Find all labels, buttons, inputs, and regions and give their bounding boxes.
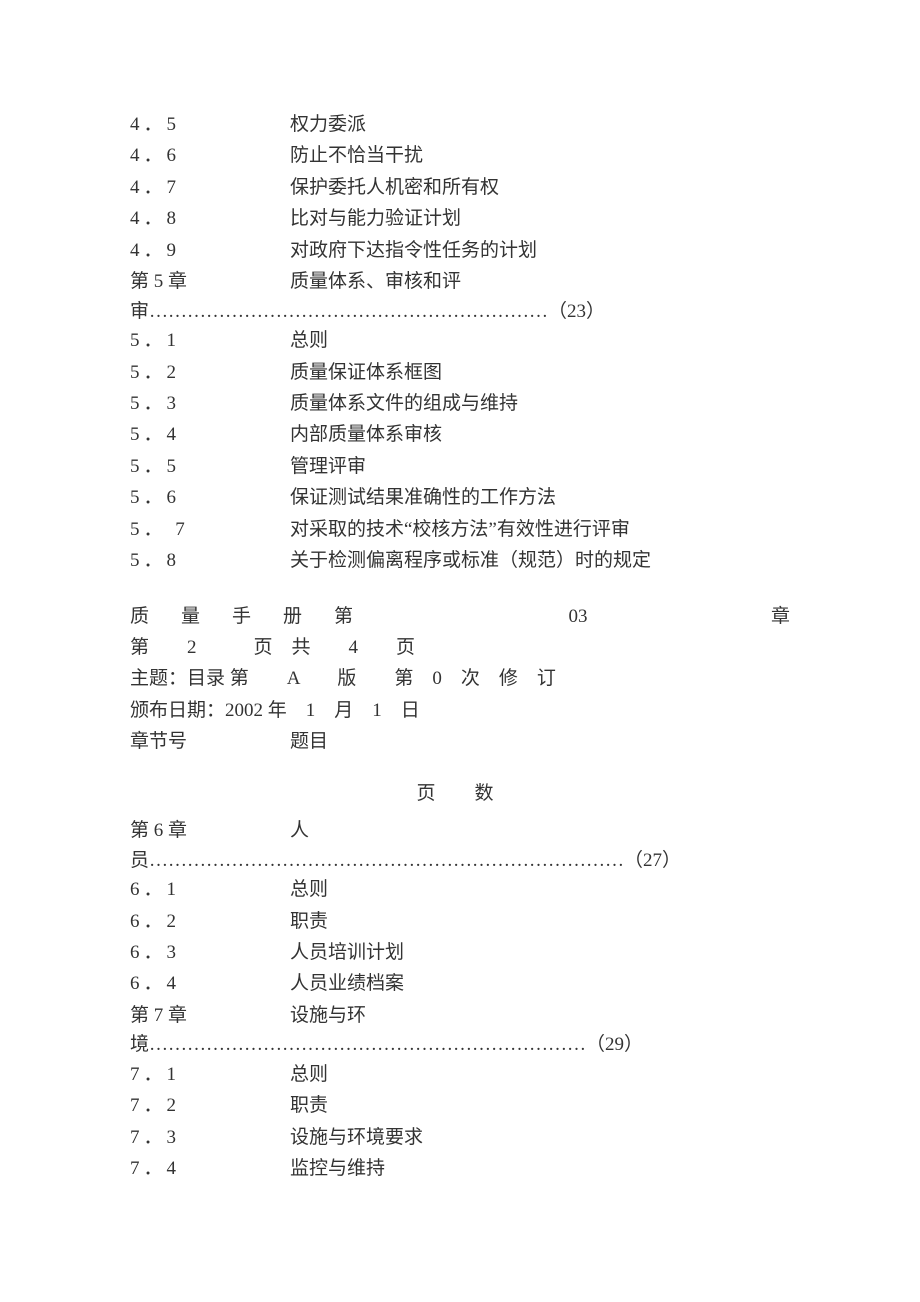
page-of-pages: 第 2 页 共 4 页 — [130, 633, 790, 662]
entry-number: 5．2 — [130, 358, 290, 387]
entry-title: 人员业绩档案 — [290, 969, 790, 998]
entry-title: 职责 — [290, 907, 790, 936]
chapter-label: 第 7 章 — [130, 1001, 290, 1030]
entry-number: 5．1 — [130, 326, 290, 355]
entry-title: 比对与能力验证计划 — [290, 204, 790, 233]
issue-date: 颁布日期：2002 年 1 月 1 日 — [130, 696, 790, 725]
toc-entry: 5．8 关于检测偏离程序或标准（规范）时的规定 — [130, 546, 790, 575]
manual-title-left: 质量手册第 — [130, 602, 385, 631]
chapter-title-part1: 设施与环 — [290, 1001, 790, 1030]
entry-number: 5．5 — [130, 452, 290, 481]
entry-title: 职责 — [290, 1091, 790, 1120]
entry-title: 总则 — [290, 326, 790, 355]
entry-title: 保护委托人机密和所有权 — [290, 173, 790, 202]
toc-entry: 4．7 保护委托人机密和所有权 — [130, 173, 790, 202]
col-header-title: 题目 — [290, 727, 790, 756]
entry-number: 5．8 — [130, 546, 290, 575]
entry-number: 7．1 — [130, 1060, 290, 1089]
entry-title: 总则 — [290, 1060, 790, 1089]
manual-chapter-number: 03 — [385, 602, 771, 631]
toc-entry: 5．3 质量体系文件的组成与维持 — [130, 389, 790, 418]
entry-number: 4．9 — [130, 236, 290, 265]
chapter-heading: 第 7 章 设施与环 — [130, 1001, 790, 1030]
chapter-title-part1: 质量体系、审核和评 — [290, 267, 790, 296]
toc-entry: 7．1 总则 — [130, 1060, 790, 1089]
toc-entry: 5． 7 对采取的技术“校核方法”有效性进行评审 — [130, 515, 790, 544]
entry-title: 监控与维持 — [290, 1154, 790, 1183]
chapter-label: 第 5 章 — [130, 267, 290, 296]
entry-number: 5．3 — [130, 389, 290, 418]
entry-number: 6．1 — [130, 875, 290, 904]
toc-entry: 4．9 对政府下达指令性任务的计划 — [130, 236, 790, 265]
entry-title: 总则 — [290, 875, 790, 904]
toc-entry: 5．4 内部质量体系审核 — [130, 420, 790, 449]
toc-entry: 6．1 总则 — [130, 875, 790, 904]
manual-chapter-suffix: 章 — [771, 602, 790, 631]
entry-title: 对政府下达指令性任务的计划 — [290, 236, 790, 265]
entry-number: 6．2 — [130, 907, 290, 936]
entry-title: 管理评审 — [290, 452, 790, 481]
toc-entry: 5．6 保证测试结果准确性的工作方法 — [130, 483, 790, 512]
toc-entry: 4．6 防止不恰当干扰 — [130, 141, 790, 170]
toc-entry: 5．1 总则 — [130, 326, 790, 355]
entry-title: 设施与环境要求 — [290, 1123, 790, 1152]
entry-number: 7．3 — [130, 1123, 290, 1152]
entry-number: 4．6 — [130, 141, 290, 170]
toc-entry: 5．5 管理评审 — [130, 452, 790, 481]
entry-number: 4．7 — [130, 173, 290, 202]
entry-title: 权力委派 — [290, 110, 790, 139]
toc-entry: 6．4 人员业绩档案 — [130, 969, 790, 998]
toc-entry: 7．2 职责 — [130, 1091, 790, 1120]
chapter-title-part1: 人 — [290, 816, 790, 845]
entry-title: 质量保证体系框图 — [290, 358, 790, 387]
toc-entry: 6．3 人员培训计划 — [130, 938, 790, 967]
entry-number: 5．4 — [130, 420, 290, 449]
toc-entry: 7．4 监控与维持 — [130, 1154, 790, 1183]
entry-number: 5． 7 — [130, 515, 290, 544]
entry-number: 6．3 — [130, 938, 290, 967]
chapter-heading: 第 6 章 人 — [130, 816, 790, 845]
chapter-continuation: 员…………………………………………………………………（27） — [130, 846, 790, 875]
chapter-continuation: 审………………………………………………………（23） — [130, 297, 790, 326]
entry-number: 6．4 — [130, 969, 290, 998]
document-page: 4．5 权力委派 4．6 防止不恰当干扰 4．7 保护委托人机密和所有权 4．8… — [0, 0, 920, 1265]
entry-number: 7．4 — [130, 1154, 290, 1183]
entry-title: 防止不恰当干扰 — [290, 141, 790, 170]
page-number-header: 页 数 — [130, 779, 790, 808]
entry-number: 4．8 — [130, 204, 290, 233]
entry-title: 保证测试结果准确性的工作方法 — [290, 483, 790, 512]
chapter-continuation: 境……………………………………………………………（29） — [130, 1030, 790, 1059]
toc-entry: 4．8 比对与能力验证计划 — [130, 204, 790, 233]
entry-title: 人员培训计划 — [290, 938, 790, 967]
entry-number: 4．5 — [130, 110, 290, 139]
entry-title: 关于检测偏离程序或标准（规范）时的规定 — [290, 546, 790, 575]
subject-revision: 主题：目录 第 A 版 第 0 次 修 订 — [130, 664, 790, 693]
toc-entry: 7．3 设施与环境要求 — [130, 1123, 790, 1152]
entry-title: 对采取的技术“校核方法”有效性进行评审 — [290, 515, 790, 544]
toc-entry: 5．2 质量保证体系框图 — [130, 358, 790, 387]
toc-entry: 6．2 职责 — [130, 907, 790, 936]
entry-title: 质量体系文件的组成与维持 — [290, 389, 790, 418]
toc-entry: 4．5 权力委派 — [130, 110, 790, 139]
chapter-label: 第 6 章 — [130, 816, 290, 845]
entry-number: 5．6 — [130, 483, 290, 512]
col-header-section: 章节号 — [130, 727, 290, 756]
column-headers: 章节号 题目 — [130, 727, 790, 756]
chapter-heading: 第 5 章 质量体系、审核和评 — [130, 267, 790, 296]
entry-number: 7．2 — [130, 1091, 290, 1120]
manual-header-line: 质量手册第 03 章 — [130, 602, 790, 631]
entry-title: 内部质量体系审核 — [290, 420, 790, 449]
